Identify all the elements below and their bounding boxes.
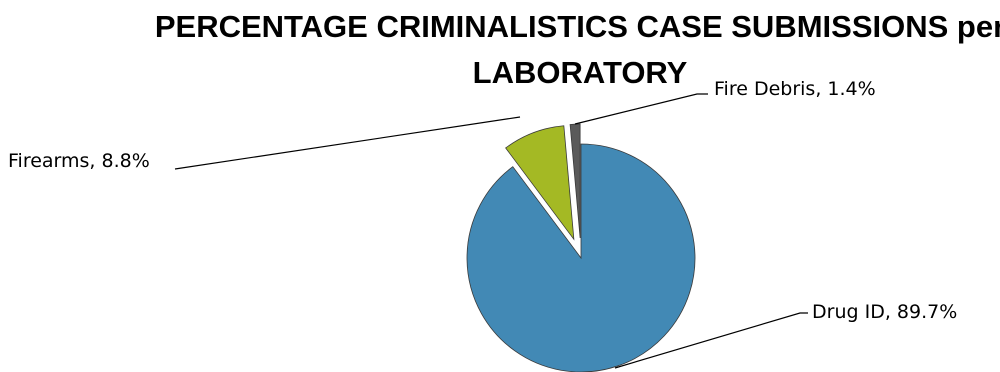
pie-slice-drug-id <box>466 143 696 372</box>
leader-line-drug-id <box>614 312 808 369</box>
chart-title: PERCENTAGE CRIMINALISTICS CASE SUBMISSIO… <box>154 9 1000 90</box>
leader-line-fire-debris <box>574 93 708 125</box>
data-label-drug-id: Drug ID, 89.7% <box>812 301 957 323</box>
pie-slice-firearms <box>505 125 575 241</box>
leader-line-firearms <box>174 116 521 170</box>
data-label-fire-debris: Fire Debris, 1.4% <box>714 78 876 100</box>
data-label-firearms: Firearms, 8.8% <box>8 150 150 172</box>
